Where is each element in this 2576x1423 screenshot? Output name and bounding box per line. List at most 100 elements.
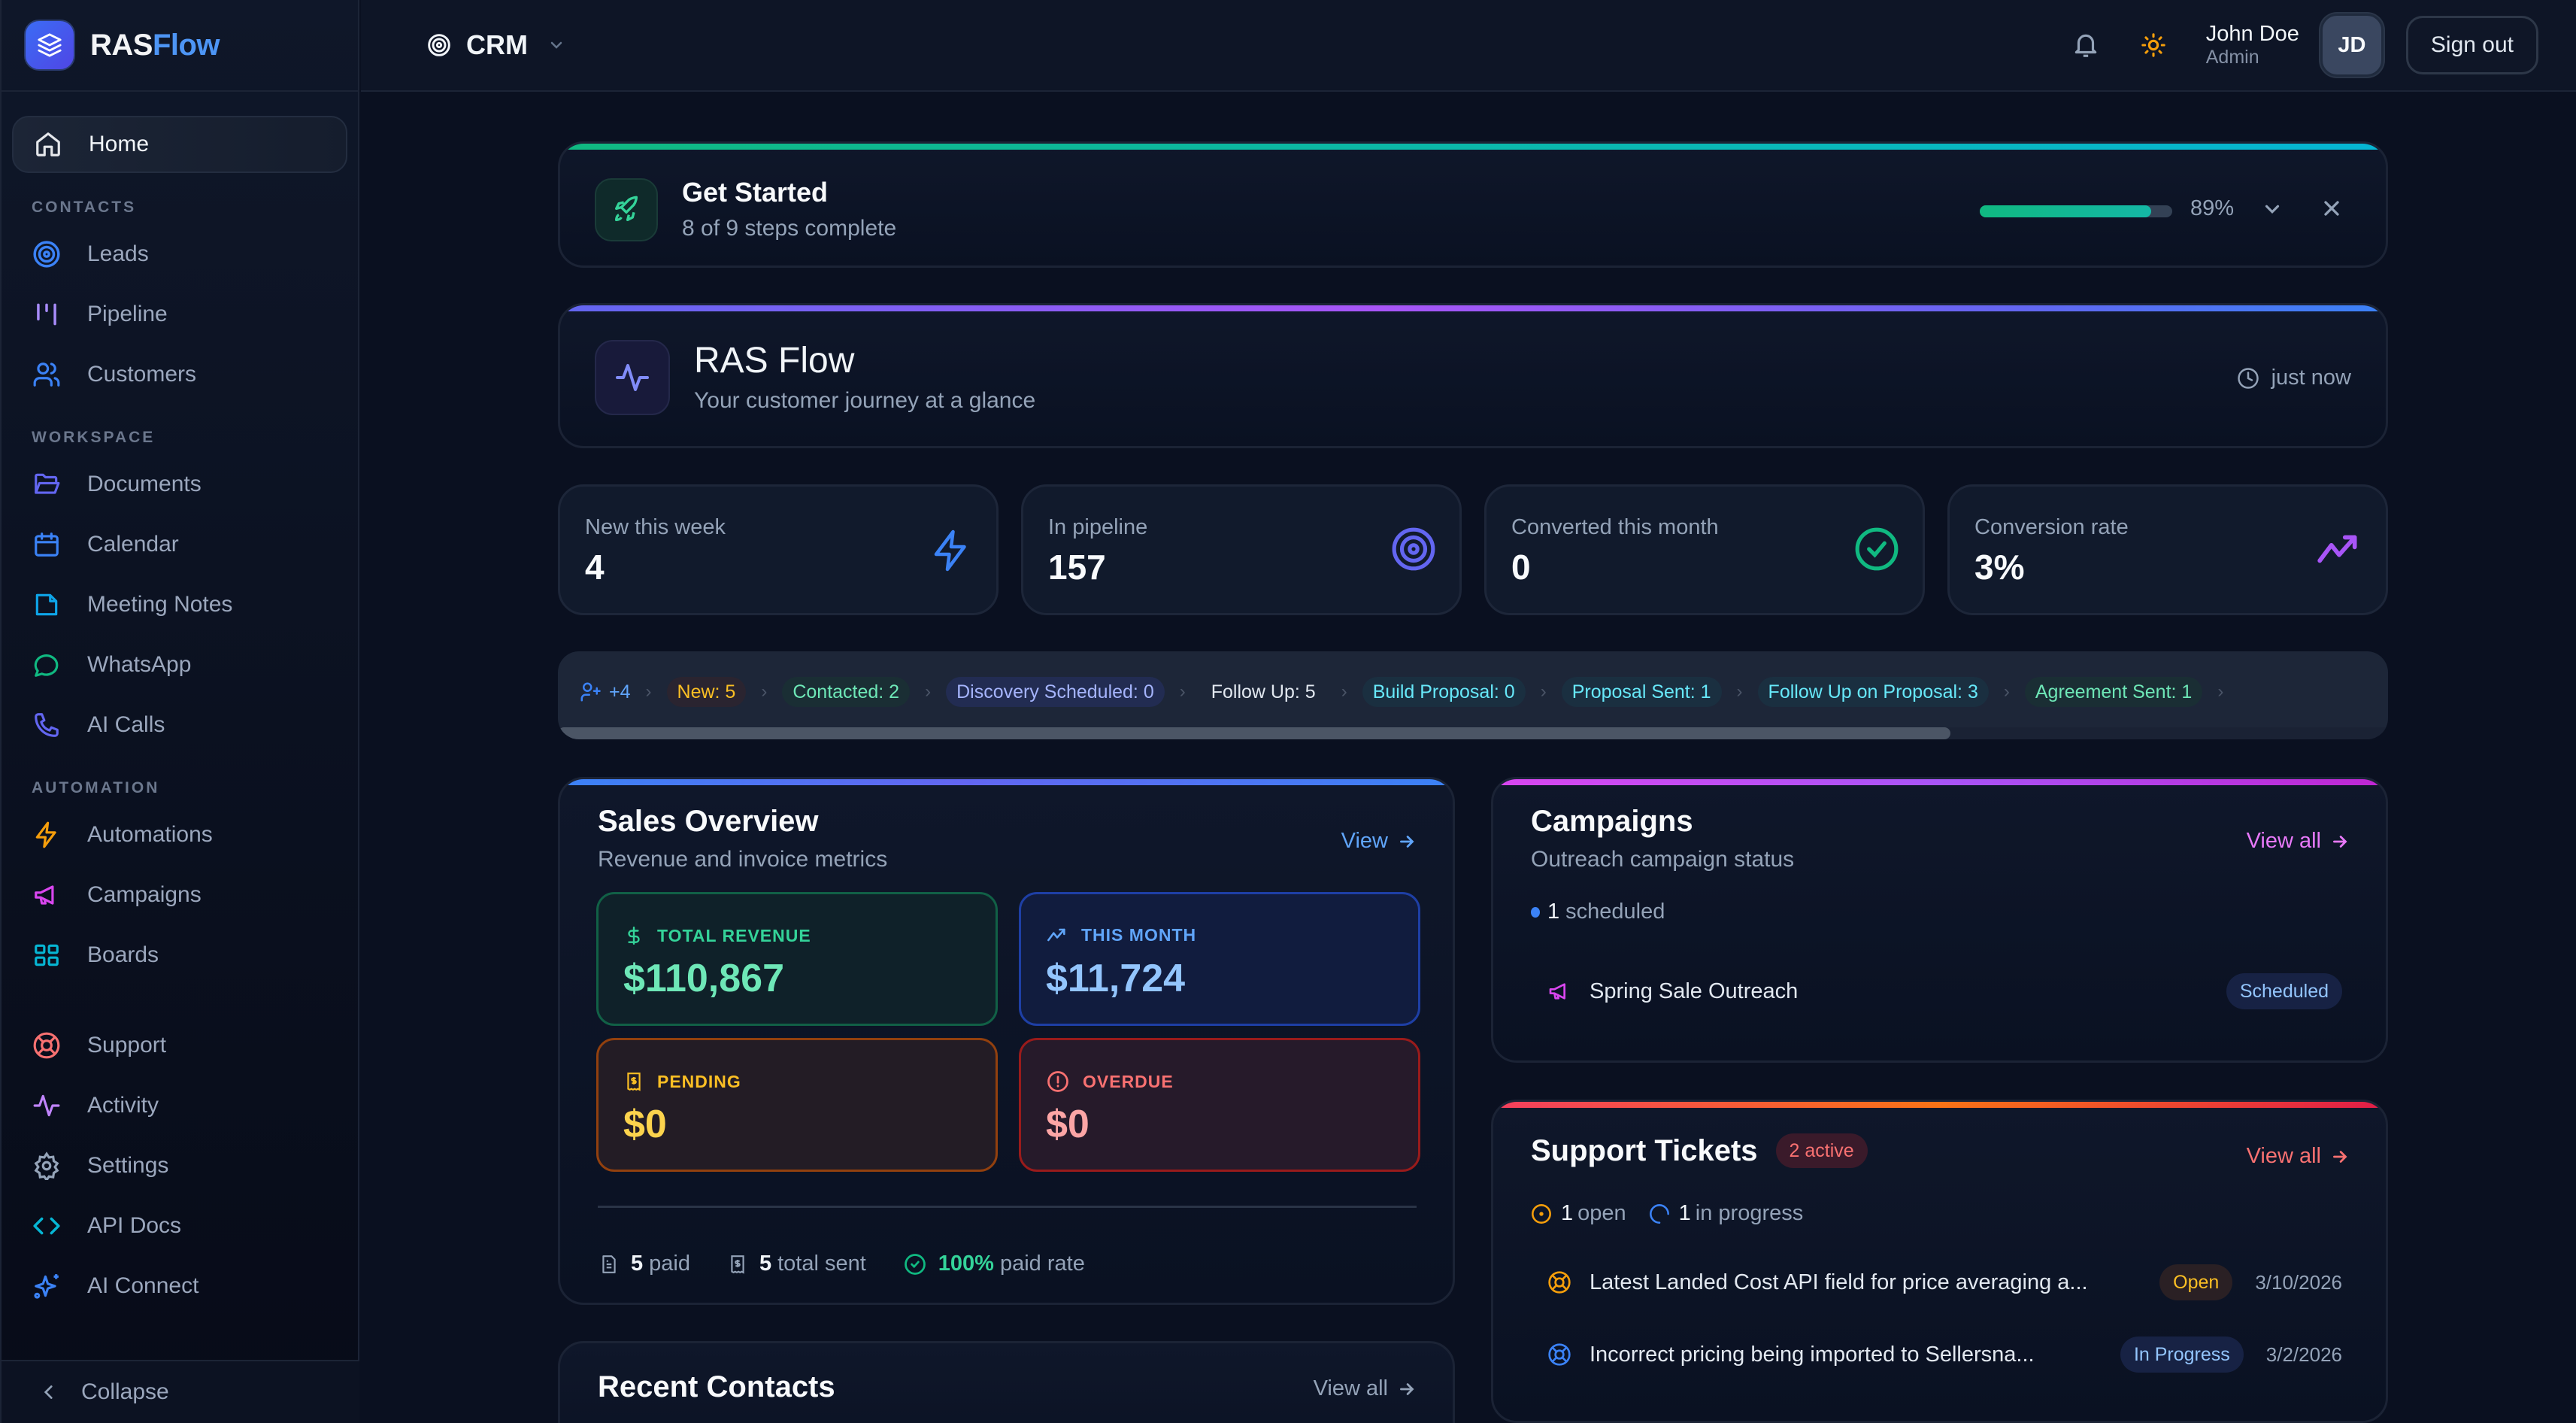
campaign-item[interactable]: Spring Sale Outreach Scheduled [1531,969,2350,1014]
top-right-actions: John Doe Admin JD Sign out [2063,0,2538,90]
metric-this-month[interactable]: THIS MONTH $11,724 [1019,892,1420,1026]
metric-overdue[interactable]: OVERDUE $0 [1019,1038,1420,1172]
sidebar-item-meeting-notes[interactable]: Meeting Notes [12,576,347,633]
stat-new-this-week[interactable]: New this week 4 [558,484,999,615]
avatar[interactable]: JD [2320,14,2384,77]
horizontal-scrollbar[interactable] [558,727,2388,739]
sidebar-item-campaigns[interactable]: Campaigns [12,866,347,924]
collapse-button[interactable]: Collapse [2,1360,359,1423]
sidebar-nav: Home CONTACTS Leads Pipeline Customers W… [2,92,358,1315]
sidebar-item-home[interactable]: Home [12,116,347,173]
scheduled-count: 1 scheduled [1531,900,1665,924]
user-plus-icon [579,681,602,703]
activity-icon [595,340,670,415]
megaphone-icon [1547,979,1571,1003]
stat-conversion-rate[interactable]: Conversion rate 3% [1947,484,2388,615]
recent-contacts-view-all-link[interactable]: View all [1314,1376,1417,1401]
zap-icon [929,526,974,575]
sidebar-item-automations[interactable]: Automations [12,806,347,863]
get-started-card: Get Started 8 of 9 steps complete 89% [558,141,2388,268]
ticket-row[interactable]: Latest Landed Cost API field for price a… [1531,1260,2350,1305]
sun-icon [2141,32,2166,58]
user-info: John Doe Admin [2205,21,2299,68]
trending-up-icon [1047,924,1068,945]
check-circle-icon [1853,526,1900,572]
arrow-right-icon [2330,1147,2350,1167]
sidebar-item-pipeline[interactable]: Pipeline [12,286,347,343]
get-started-subtitle: 8 of 9 steps complete [682,216,897,241]
campaigns-view-all-link[interactable]: View all [2247,829,2350,854]
sidebar-item-calendar[interactable]: Calendar [12,516,347,573]
support-view-all-link[interactable]: View all [2247,1144,2350,1169]
ticket-counts: 1 open 1 in progress [1531,1201,1826,1226]
stat-converted-this-month[interactable]: Converted this month 0 [1484,484,1925,615]
circle-dot-icon [1531,1203,1552,1224]
arrow-right-icon [2330,832,2350,851]
close-icon [2320,196,2344,220]
life-buoy-icon [1547,1270,1571,1294]
ticket-row[interactable]: Incorrect pricing being imported to Sell… [1531,1332,2350,1377]
theme-toggle-button[interactable] [2131,23,2176,68]
chevron-right-icon: › [761,681,768,702]
scrollbar-thumb[interactable] [558,727,1950,739]
campaigns-title: Campaigns [1531,805,1693,838]
sidebar-item-ai-connect[interactable]: AI Connect [12,1258,347,1315]
progress-percent: 89% [2190,196,2235,220]
pipeline-stage[interactable]: Agreement Sent: 1 [2024,677,2203,707]
pipeline-stage[interactable]: Discovery Scheduled: 0 [946,677,1165,707]
sidebar-item-documents[interactable]: Documents [12,456,347,513]
active-badge: 2 active [1775,1133,1868,1168]
divider [598,1206,1417,1208]
activity-icon [32,1091,62,1121]
sidebar-item-ai-calls[interactable]: AI Calls [12,696,347,754]
dismiss-button[interactable] [2320,196,2344,220]
sales-subtitle: Revenue and invoice metrics [598,847,888,872]
trending-up-icon [2315,526,2363,572]
sidebar-item-customers[interactable]: Customers [12,346,347,403]
sidebar-item-boards[interactable]: Boards [12,927,347,984]
topbar: CRM John Doe Admin JD Sign out [361,0,2576,92]
module-switcher[interactable]: CRM [427,29,565,61]
pipeline-stage[interactable]: Contacted: 2 [782,677,911,707]
pipeline-stage[interactable]: Build Proposal: 0 [1362,677,1526,707]
campaigns-card: Campaigns Outreach campaign status View … [1491,777,2388,1063]
sidebar-item-settings[interactable]: Settings [12,1137,347,1194]
home-icon [33,129,63,159]
sidebar-item-api-docs[interactable]: API Docs [12,1197,347,1255]
metric-pending[interactable]: PENDING $0 [596,1038,998,1172]
support-tickets-card: Support Tickets 2 active View all 1 open … [1491,1100,2388,1423]
loader-icon [1649,1203,1670,1224]
chevron-left-icon [39,1382,59,1402]
status-badge: In Progress [2120,1337,2244,1373]
phone-icon [32,710,62,740]
sidebar-item-support[interactable]: Support [12,1017,347,1074]
sidebar: RASFlow Home CONTACTS Leads Pipeline Cus… [0,0,359,1423]
receipt-icon [624,1070,644,1093]
section-automation: AUTOMATION [32,779,160,796]
sidebar-item-activity[interactable]: Activity [12,1077,347,1134]
stat-in-pipeline[interactable]: In pipeline 157 [1021,484,1462,615]
chevron-right-icon: › [1341,681,1347,702]
pipeline-stage[interactable]: Follow Up on Proposal: 3 [1757,677,1989,707]
sign-out-button[interactable]: Sign out [2405,16,2538,74]
calendar-icon [32,529,62,560]
expand-button[interactable] [2261,198,2284,220]
sidebar-item-leads[interactable]: Leads [12,226,347,283]
target-icon [1390,526,1437,572]
overview-title: RAS Flow [694,341,855,381]
life-buoy-icon [32,1030,62,1060]
pipeline-stage[interactable]: Follow Up: 5 [1211,681,1316,702]
sales-view-link[interactable]: View [1341,829,1417,854]
pipeline-stage[interactable]: Proposal Sent: 1 [1561,677,1722,707]
brand[interactable]: RASFlow [2,0,358,92]
notifications-button[interactable] [2063,23,2108,68]
pipeline-stage[interactable]: New: 5 [666,677,747,707]
metric-total-revenue[interactable]: TOTAL REVENUE $110,867 [596,892,998,1026]
chevron-right-icon: › [1179,681,1186,702]
progress-bar [1980,205,2172,217]
sparkles-icon [32,1271,62,1301]
folder-open-icon [32,469,62,499]
new-contacts-badge[interactable]: +4 [579,681,631,703]
clock-icon [2237,367,2259,390]
sidebar-item-whatsapp[interactable]: WhatsApp [12,636,347,693]
